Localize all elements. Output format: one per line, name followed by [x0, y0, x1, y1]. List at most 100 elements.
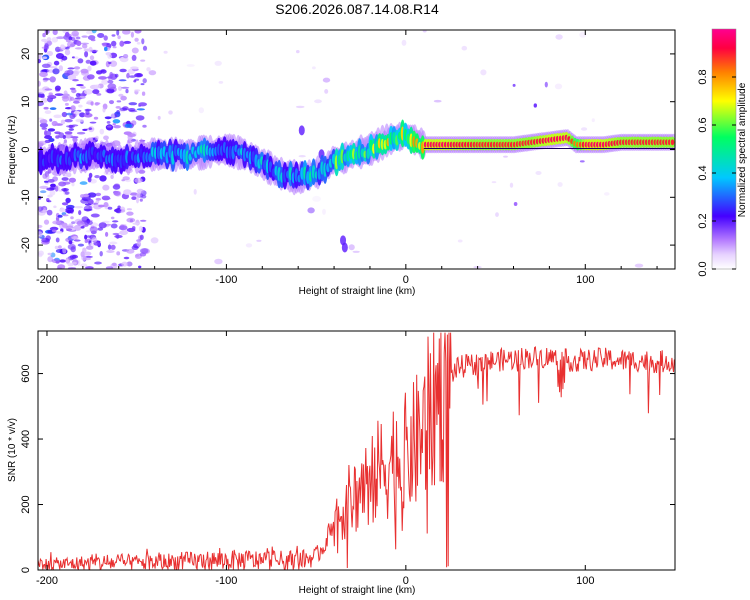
spectrogram-noise-cell	[71, 30, 79, 37]
spectrogram-noise-cell	[307, 207, 315, 214]
spectrogram-noise-cell	[71, 182, 75, 187]
spectrogram-noise-cell	[53, 60, 60, 66]
spectrogram-noise-cell	[108, 61, 112, 65]
spectrogram-y-axis: -20 -10 0 10 20	[20, 48, 675, 253]
x-tick-label: 0	[403, 274, 409, 286]
spectrogram-noise-cell	[86, 74, 95, 80]
spectrogram-noise-cell	[457, 239, 463, 243]
spectrogram-noise-cell	[74, 206, 83, 209]
spectrogram-noise-cell	[126, 72, 130, 79]
spectrogram-noise-cell	[103, 135, 109, 141]
spectrogram-noise-cell	[38, 53, 42, 60]
spectrogram-noise-cell	[111, 113, 115, 118]
spectrogram-noise-cell	[136, 241, 142, 247]
spectrogram-noise-cell	[99, 251, 103, 257]
spectrogram-noise-cell	[84, 203, 92, 206]
spectrogram-noise-cell	[295, 105, 305, 109]
spectrogram-noise-cell	[56, 36, 65, 40]
spectrogram-x-label: Height of straight line (km)	[299, 286, 416, 297]
spectrogram-noise-cell	[256, 239, 262, 242]
spectrogram-noise-cell	[142, 45, 148, 51]
spectrogram-noise-cell	[136, 197, 139, 204]
spectrogram-noise-cell	[168, 110, 173, 115]
spectrogram-noise-cell	[44, 139, 51, 144]
snr-y-label: SNR (10 * v/v)	[7, 418, 18, 482]
spectrogram-noise-cell	[38, 117, 44, 120]
spectrogram-noise-cell	[126, 261, 133, 267]
spectrogram-noise-cell	[106, 88, 115, 94]
spectrogram-noise-cell	[140, 83, 145, 86]
spectrogram-noise-cell	[59, 259, 67, 263]
x-tick-label: -100	[215, 274, 237, 286]
y-tick-label: 0	[20, 146, 32, 152]
spectrogram-noise-cell	[322, 77, 331, 83]
spectrogram-noise-cell	[42, 77, 51, 81]
spectrogram-noise-cell	[62, 247, 67, 254]
spectrogram-noise-cell	[44, 88, 53, 91]
spectrogram-noise-cell	[46, 187, 55, 191]
spectrogram-noise-cell	[76, 84, 84, 87]
spectrogram-noise-cell	[78, 210, 82, 216]
spectrogram-noise-cell	[52, 220, 61, 225]
spectrogram-noise-cell	[114, 73, 119, 78]
spectrogram-noise-cell	[90, 39, 96, 42]
spectrogram-noise-cell	[65, 47, 70, 50]
spectrogram-noise-cell	[59, 223, 68, 229]
snr-series-line	[38, 332, 675, 570]
spectrogram-noise-cell	[579, 31, 587, 38]
spectrogram-noise-cell	[604, 192, 610, 196]
spectrogram-noise-cell	[136, 239, 142, 242]
spectrogram-noise-cell	[47, 252, 52, 256]
spectrogram-noise-cell	[54, 85, 61, 91]
spectrogram-noise-cell	[77, 95, 86, 100]
spectrogram-noise-cell	[87, 192, 97, 198]
spectrogram-noise-cell	[71, 56, 76, 59]
spectrogram-noise-cell	[59, 208, 66, 213]
spectrogram-noise-cell	[112, 232, 120, 236]
spectrogram-noise-cell	[98, 204, 105, 208]
spectrogram-noise-cell	[80, 198, 89, 204]
spectrogram-noise-cell	[245, 243, 253, 248]
spectrogram-noise-cell	[87, 198, 94, 205]
spectrogram-noise-cell	[85, 109, 90, 116]
spectrogram-noise-cell	[112, 46, 117, 49]
spectrogram-noise-cell	[71, 88, 77, 94]
spectrogram-noise-cell	[89, 60, 97, 66]
spectrogram-noise-cell	[557, 182, 563, 187]
spectrogram-noise-cell	[296, 50, 300, 54]
spectrogram-noise-cell	[126, 208, 132, 211]
spectrogram-noise-cell	[126, 227, 136, 233]
spectrogram-noise-cell	[97, 227, 104, 231]
spectrogram-noise-cell	[40, 95, 45, 98]
spectrogram-noise-cell	[68, 128, 75, 131]
colorbar-gradient-bar	[711, 28, 737, 270]
spectrogram-noise-cell	[84, 234, 88, 240]
spectrogram-noise-cell	[84, 51, 89, 58]
spectrogram-noise-cell	[107, 125, 112, 128]
spectrogram-noise-cell	[46, 37, 52, 42]
spectrogram-noise-cell	[139, 219, 147, 222]
spectrogram-noise-cell	[107, 54, 112, 59]
spectrogram-noise-cell	[44, 43, 50, 50]
spectrogram-noise-cell	[67, 67, 75, 70]
spectrogram-noise-cell	[312, 195, 321, 202]
spectrogram-noise-cell	[47, 179, 55, 183]
spectrogram-noise-cell	[55, 237, 60, 243]
spectrogram-noise-cell	[129, 75, 136, 78]
spectrogram-noise-cell	[44, 180, 49, 183]
spectrogram-noise-cell	[89, 121, 97, 124]
spectrogram-noise-cell	[99, 128, 105, 135]
spectrogram-noise-cell	[322, 208, 326, 215]
spectrogram-noise-cell	[214, 60, 222, 66]
spectrogram-noise-cell	[491, 181, 497, 184]
spectrogram-noise-cell	[93, 241, 101, 246]
spectrogram-noise-cell	[101, 79, 109, 85]
spectrogram-noise-cell	[67, 209, 71, 214]
spectrogram-noise-cell	[106, 121, 111, 124]
spectrogram-noise-cell	[47, 128, 56, 132]
spectrogram-noise-cell	[90, 49, 99, 53]
spectrogram-noise-cell	[102, 107, 106, 113]
spectrogram-noise-cell	[109, 241, 118, 245]
spectrogram-noise-cell	[89, 55, 95, 61]
